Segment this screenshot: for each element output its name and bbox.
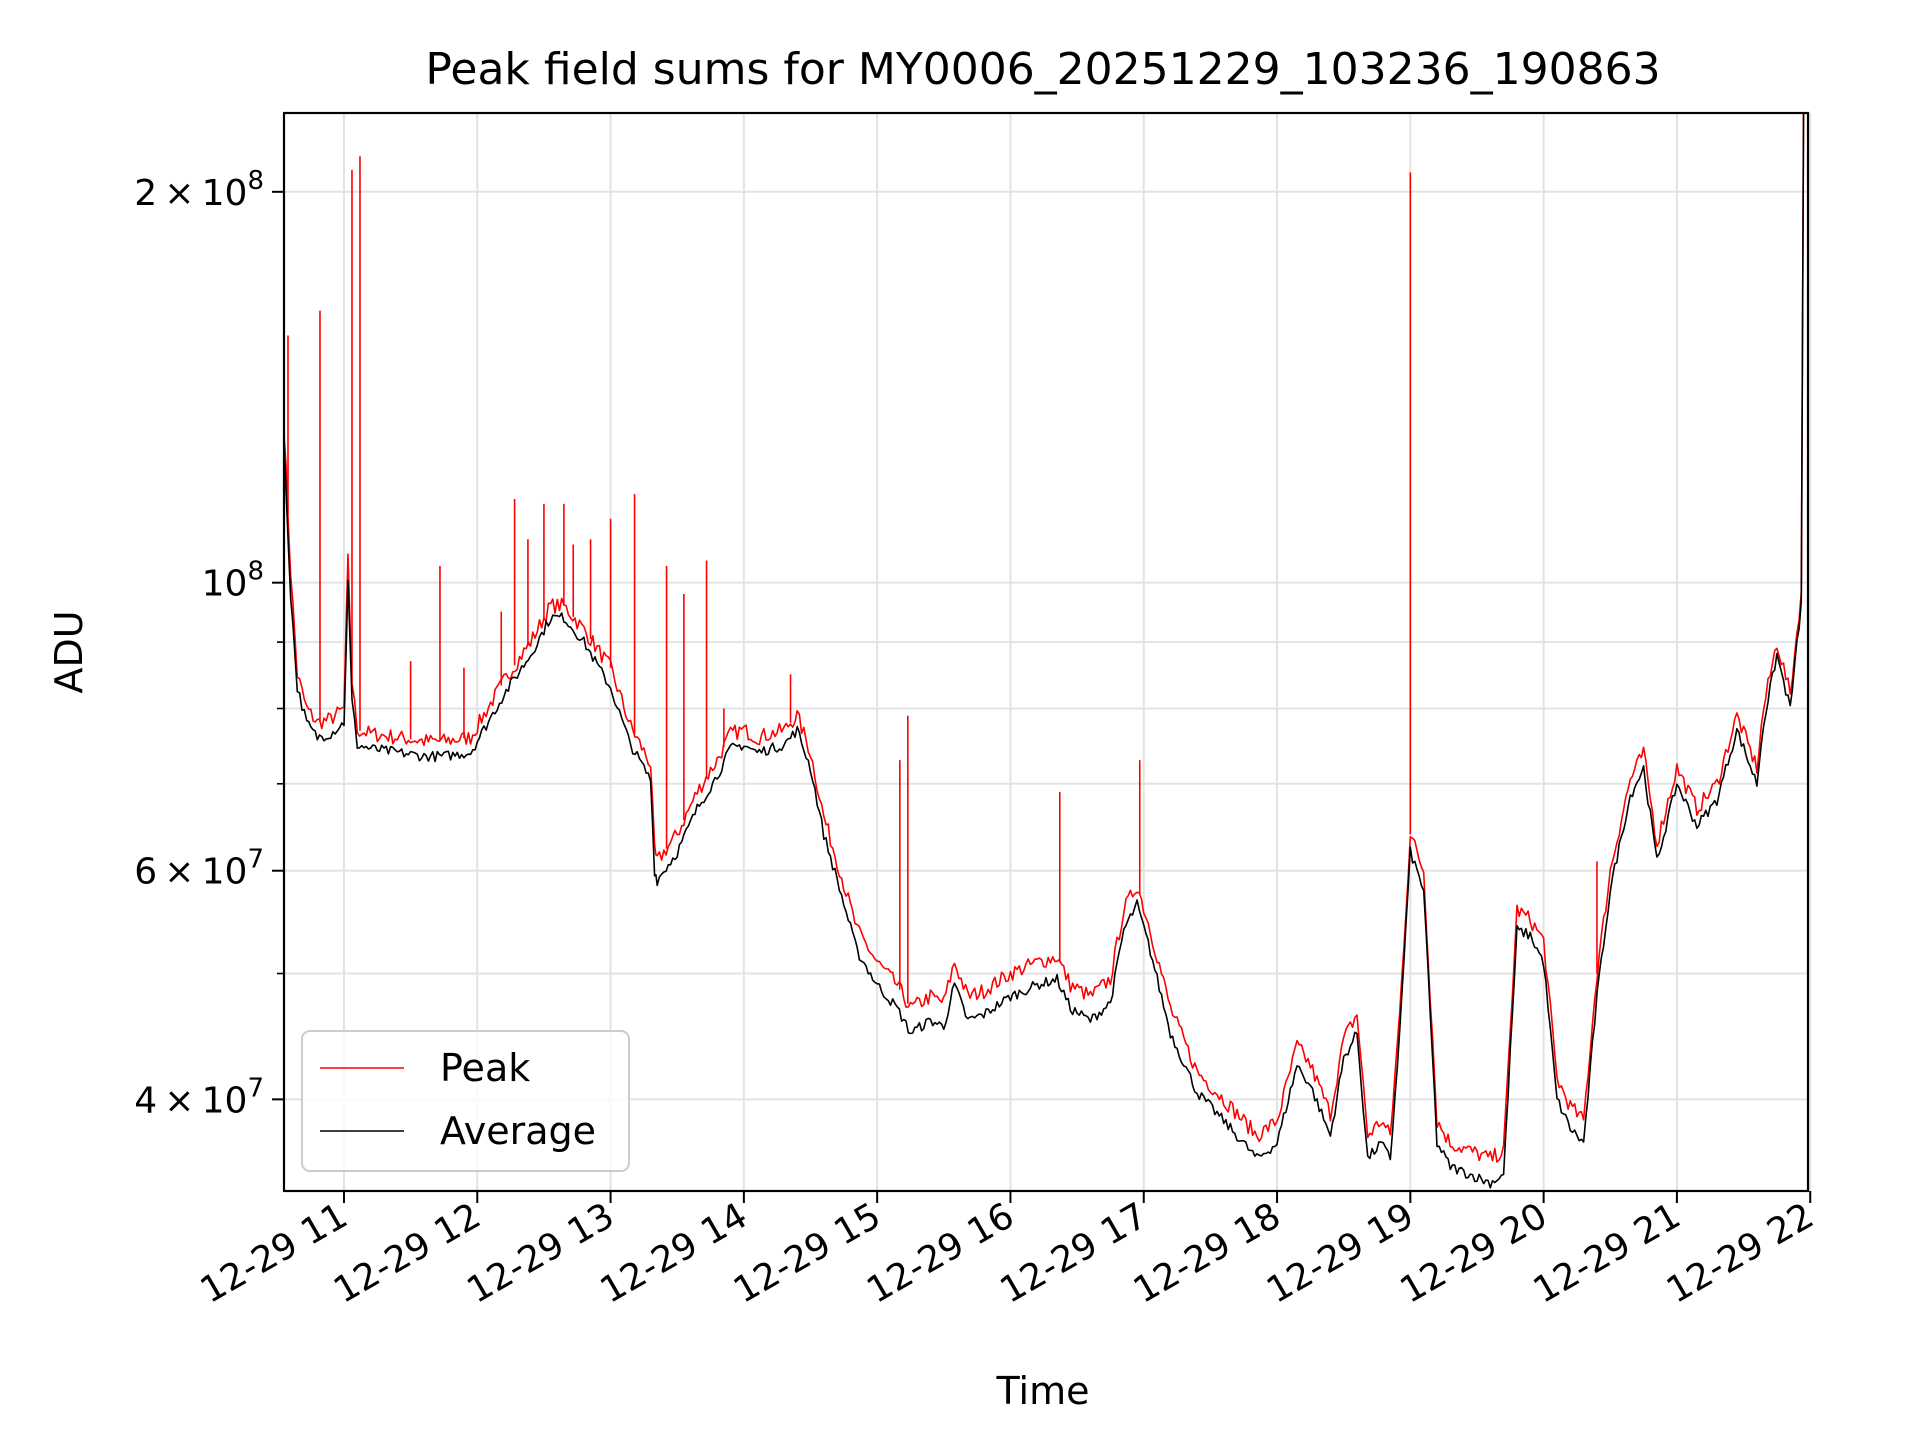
peak-series-line — [284, 113, 1805, 1163]
y-tick-label: 6 × 107 — [134, 845, 264, 893]
legend-average-label: Average — [440, 1109, 596, 1153]
plot-frame — [282, 111, 1810, 1193]
y-tick-label: 108 — [202, 557, 264, 605]
y-axis-label: ADU — [47, 610, 91, 693]
series-layer — [284, 113, 1805, 1189]
legend: Peak Average — [301, 1030, 630, 1172]
x-axis-label: Time — [996, 1369, 1090, 1413]
chart-title: Peak field sums for MY0006_20251229_1032… — [425, 44, 1660, 95]
y-axis: 4 × 107 6 × 107 108 2 × 108 — [134, 166, 284, 1121]
y-tick-label: 4 × 107 — [134, 1073, 264, 1121]
average-series-line — [284, 113, 1805, 1189]
legend-peak-label: Peak — [440, 1046, 530, 1090]
y-tick-label: 2 × 108 — [134, 166, 264, 214]
legend-box — [301, 1030, 630, 1172]
